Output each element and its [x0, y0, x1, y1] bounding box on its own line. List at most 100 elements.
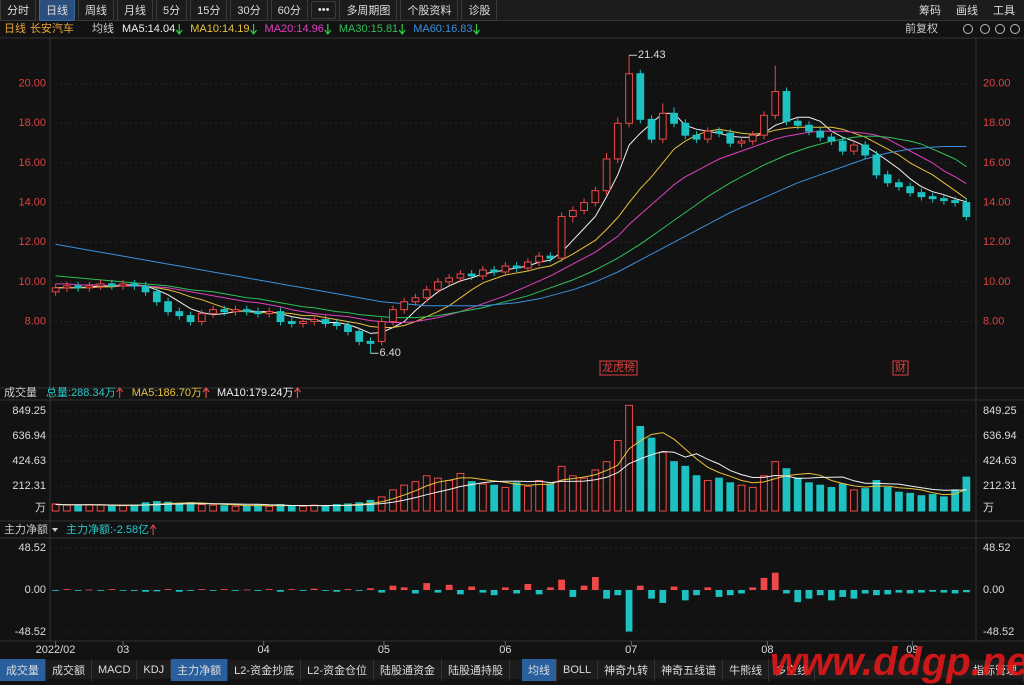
toolbar-button[interactable]: 日线	[39, 0, 75, 21]
toolbar-button[interactable]: 月线	[117, 0, 153, 21]
x-tick-label: 03	[117, 644, 129, 656]
toolbar-button[interactable]: •••	[310, 1, 337, 19]
net-flow-bar	[591, 577, 599, 590]
indicator-tab[interactable]: 均线	[521, 658, 557, 681]
indicator-tab[interactable]: 成交额	[46, 658, 92, 681]
ma-line	[55, 450, 967, 507]
indicator-tab[interactable]: BOLL	[557, 660, 599, 679]
candle-body	[141, 285, 150, 293]
candle-body	[265, 311, 274, 315]
net-flow-bar	[546, 587, 554, 590]
indicator-tab[interactable]: 神奇九转	[598, 658, 656, 681]
net-flow-bar	[524, 583, 532, 590]
net-flow-bar	[288, 589, 296, 590]
toolbar-button[interactable]: 工具	[993, 5, 1015, 17]
candle-body	[220, 309, 229, 313]
net-flow-bar	[130, 590, 138, 591]
volume-bar	[793, 477, 802, 512]
legend-label: MA10:14.19	[190, 23, 249, 35]
indicator-tab[interactable]: 成交量	[0, 658, 46, 681]
trend-arrow	[175, 24, 183, 35]
volume-bar	[242, 505, 251, 512]
candle-body	[782, 91, 791, 122]
toolbar-button[interactable]: 个股资料	[400, 0, 459, 21]
volume-bar	[287, 505, 296, 512]
x-tick-label: 07	[625, 644, 637, 656]
toolbar-button[interactable]: 多周期图	[339, 0, 398, 21]
total-label: 总量:288.34万	[46, 385, 116, 399]
toolbar-button[interactable]: 60分	[270, 0, 308, 21]
net-flow-bar	[704, 587, 712, 590]
volume-bar	[816, 484, 825, 512]
toolbar-button[interactable]: 30分	[230, 0, 268, 21]
candle-body	[748, 134, 757, 142]
indicator-tab[interactable]: MACD	[92, 660, 138, 679]
volume-bar	[647, 437, 656, 512]
net-flow-bar	[299, 590, 307, 591]
min-label: 6.40	[379, 347, 400, 359]
indicator-tab[interactable]: L2-资金仓位	[301, 658, 374, 681]
volume-bar	[321, 505, 330, 512]
toolbar-button[interactable]: 筹码	[919, 5, 941, 17]
indicator-tab[interactable]: 多空线	[769, 658, 816, 681]
indicator-tab[interactable]: 神奇五线谱	[655, 658, 724, 681]
candle-body	[557, 215, 566, 259]
y-tick-label: 424.63	[12, 455, 46, 467]
indicator-tab[interactable]: 陆股通资金	[374, 658, 442, 681]
candle-body	[771, 91, 780, 116]
toolbar-button[interactable]: 5分	[156, 0, 188, 21]
candle-body	[726, 132, 735, 144]
net-flow-bar	[187, 590, 194, 591]
y-tick-label: 16.00	[18, 157, 46, 169]
toolbar-button[interactable]: 画线	[956, 5, 978, 17]
net-flow-bar	[693, 590, 700, 596]
toolbar-right: 筹码 画线 工具	[913, 0, 1024, 20]
indicator-tab[interactable]: 牛熊线	[723, 658, 770, 681]
volume-bar	[591, 469, 600, 512]
volume-bar	[726, 482, 735, 512]
candle-body	[366, 340, 375, 344]
y-tick-label: 636.94	[12, 430, 46, 442]
volume-bar	[512, 482, 521, 512]
legend-label: MA30:15.81	[339, 23, 398, 35]
candle-body	[62, 285, 71, 289]
indicator-tab[interactable]: 陆股通持股	[442, 658, 510, 681]
candle-body	[568, 210, 577, 217]
toolbar-button[interactable]: 周线	[78, 0, 114, 21]
volume-bar	[850, 489, 858, 512]
toolbar-button[interactable]: 诊股	[461, 0, 498, 21]
net-flow-bar	[726, 590, 734, 596]
y-tick-label: -48.52	[15, 626, 46, 638]
volume-bar	[703, 479, 712, 512]
net-flow-bar	[603, 590, 610, 599]
ma-line	[55, 146, 967, 307]
volume-bar	[107, 505, 116, 512]
chart: 8.00 8.00 10.00 10.00 12.00 12.00 14.00 14.00 16…	[0, 21, 1024, 656]
candle-body	[321, 319, 330, 325]
candle-body	[895, 182, 903, 188]
trend-arrow	[202, 387, 210, 398]
candle-body	[400, 301, 409, 311]
y-tick-label: 20.00	[983, 78, 1011, 90]
indicator-tab[interactable]: L2-资金抄底	[228, 658, 302, 681]
indicator-tab[interactable]: 主力净额	[171, 658, 229, 681]
candle-body	[580, 202, 588, 212]
volume-bar	[906, 492, 915, 512]
net-flow-bar	[906, 590, 914, 594]
net-flow-bar	[52, 590, 59, 591]
stock-name: 长安汽车	[30, 21, 74, 35]
candle-body	[692, 134, 701, 140]
toolbar-button[interactable]: 分时	[0, 0, 36, 21]
unit-label: 万	[35, 502, 46, 514]
volume-bar	[231, 505, 240, 512]
indicator-tab[interactable]: KDJ	[137, 660, 172, 679]
net-flow-bar	[490, 590, 498, 596]
y-tick-label: 8.00	[983, 315, 1004, 327]
candle-body	[512, 265, 521, 269]
event-marker: 财	[895, 360, 906, 374]
toolbar-button[interactable]: 15分	[190, 0, 228, 21]
y-tick-label: 636.94	[983, 430, 1017, 442]
candle-body	[107, 283, 116, 287]
candle-body	[737, 140, 746, 144]
legend-label: MA5:14.04	[122, 23, 175, 35]
